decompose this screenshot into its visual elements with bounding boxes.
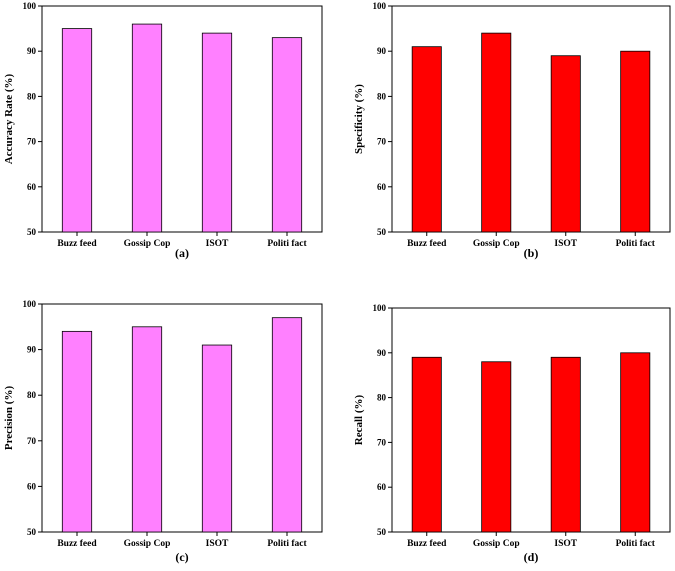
x-category-label: Gossip Cop [473, 539, 520, 549]
y-tick-label: 60 [27, 481, 37, 491]
y-axis-title: Accuracy Rate (%) [3, 73, 15, 164]
bar [201, 344, 233, 533]
y-tick-label: 50 [377, 227, 387, 237]
x-category-label: Politi fact [616, 539, 656, 549]
x-category-label: ISOT [554, 539, 577, 549]
bar [481, 32, 512, 233]
bar [271, 37, 303, 233]
y-tick-label: 80 [27, 91, 37, 101]
x-category-label: Gossip Cop [124, 239, 171, 249]
x-category-label: Buzz feed [57, 239, 97, 249]
x-category-label: Buzz feed [407, 539, 447, 549]
bar [131, 23, 163, 233]
y-tick-label: 50 [27, 227, 37, 237]
y-tick-label: 70 [27, 436, 37, 446]
panel-caption: (d) [524, 550, 539, 564]
y-tick-label: 90 [27, 46, 37, 56]
y-tick-label: 80 [377, 393, 387, 403]
bar [481, 361, 512, 533]
bar [201, 32, 233, 233]
x-category-label: Gossip Cop [124, 539, 171, 549]
y-tick-label: 100 [373, 1, 387, 11]
y-tick-label: 60 [377, 482, 387, 492]
y-axis-title: Recall (%) [353, 394, 365, 445]
x-category-label: Buzz feed [57, 539, 97, 549]
x-category-label: Politi fact [267, 539, 307, 549]
y-tick-label: 60 [27, 182, 37, 192]
y-tick-label: 100 [23, 299, 37, 309]
chart-panel-3: 50 60 70 80 90 100 Buzz feed Gossip Cop ISOT Poli… [3, 299, 323, 564]
y-tick-label: 90 [27, 345, 37, 355]
panel-caption: (c) [175, 550, 188, 564]
bar [620, 352, 651, 533]
bar [550, 356, 581, 533]
y-tick-label: 70 [377, 137, 387, 147]
x-category-label: ISOT [206, 239, 229, 249]
y-tick-label: 70 [377, 437, 387, 447]
y-tick-label: 50 [377, 527, 387, 537]
y-tick-label: 100 [23, 1, 37, 11]
x-category-label: ISOT [554, 239, 577, 249]
y-tick-label: 100 [373, 303, 387, 313]
x-category-label: Gossip Cop [473, 239, 520, 249]
plot-frame [41, 303, 323, 533]
chart-panel-1: 50 60 70 80 90 100 Buzz feed Gossip Cop ISOT Poli… [3, 1, 323, 260]
bar [61, 330, 93, 533]
x-category-label: ISOT [206, 539, 229, 549]
y-tick-label: 60 [377, 182, 387, 192]
plot-frame [391, 307, 671, 533]
plot-frame [41, 5, 323, 233]
y-axis-title: Precision (%) [3, 386, 15, 451]
y-axis-title: Specificity (%) [353, 84, 365, 154]
y-tick-label: 80 [27, 390, 37, 400]
y-tick-label: 90 [377, 348, 387, 358]
x-category-label: Politi fact [267, 239, 307, 249]
y-tick-label: 70 [27, 137, 37, 147]
bar [411, 46, 442, 233]
bar [271, 317, 303, 533]
x-category-label: Politi fact [616, 239, 656, 249]
plot-frame [391, 5, 671, 233]
bar [61, 28, 93, 233]
panel-caption: (a) [175, 246, 189, 260]
bar [131, 326, 163, 533]
y-tick-label: 90 [377, 46, 387, 56]
x-category-label: Buzz feed [407, 239, 447, 249]
y-tick-label: 80 [377, 91, 387, 101]
bar [411, 356, 442, 533]
chart-panel-2: 50 60 70 80 90 100 Buzz feed Gossip Cop ISOT Poli… [353, 1, 671, 260]
panel-caption: (b) [524, 246, 539, 260]
bar [550, 55, 581, 233]
bar [620, 50, 651, 233]
y-tick-label: 50 [27, 527, 37, 537]
chart-panel-4: 50 60 70 80 90 100 Buzz feed Gossip Cop ISOT Poli… [353, 303, 671, 564]
